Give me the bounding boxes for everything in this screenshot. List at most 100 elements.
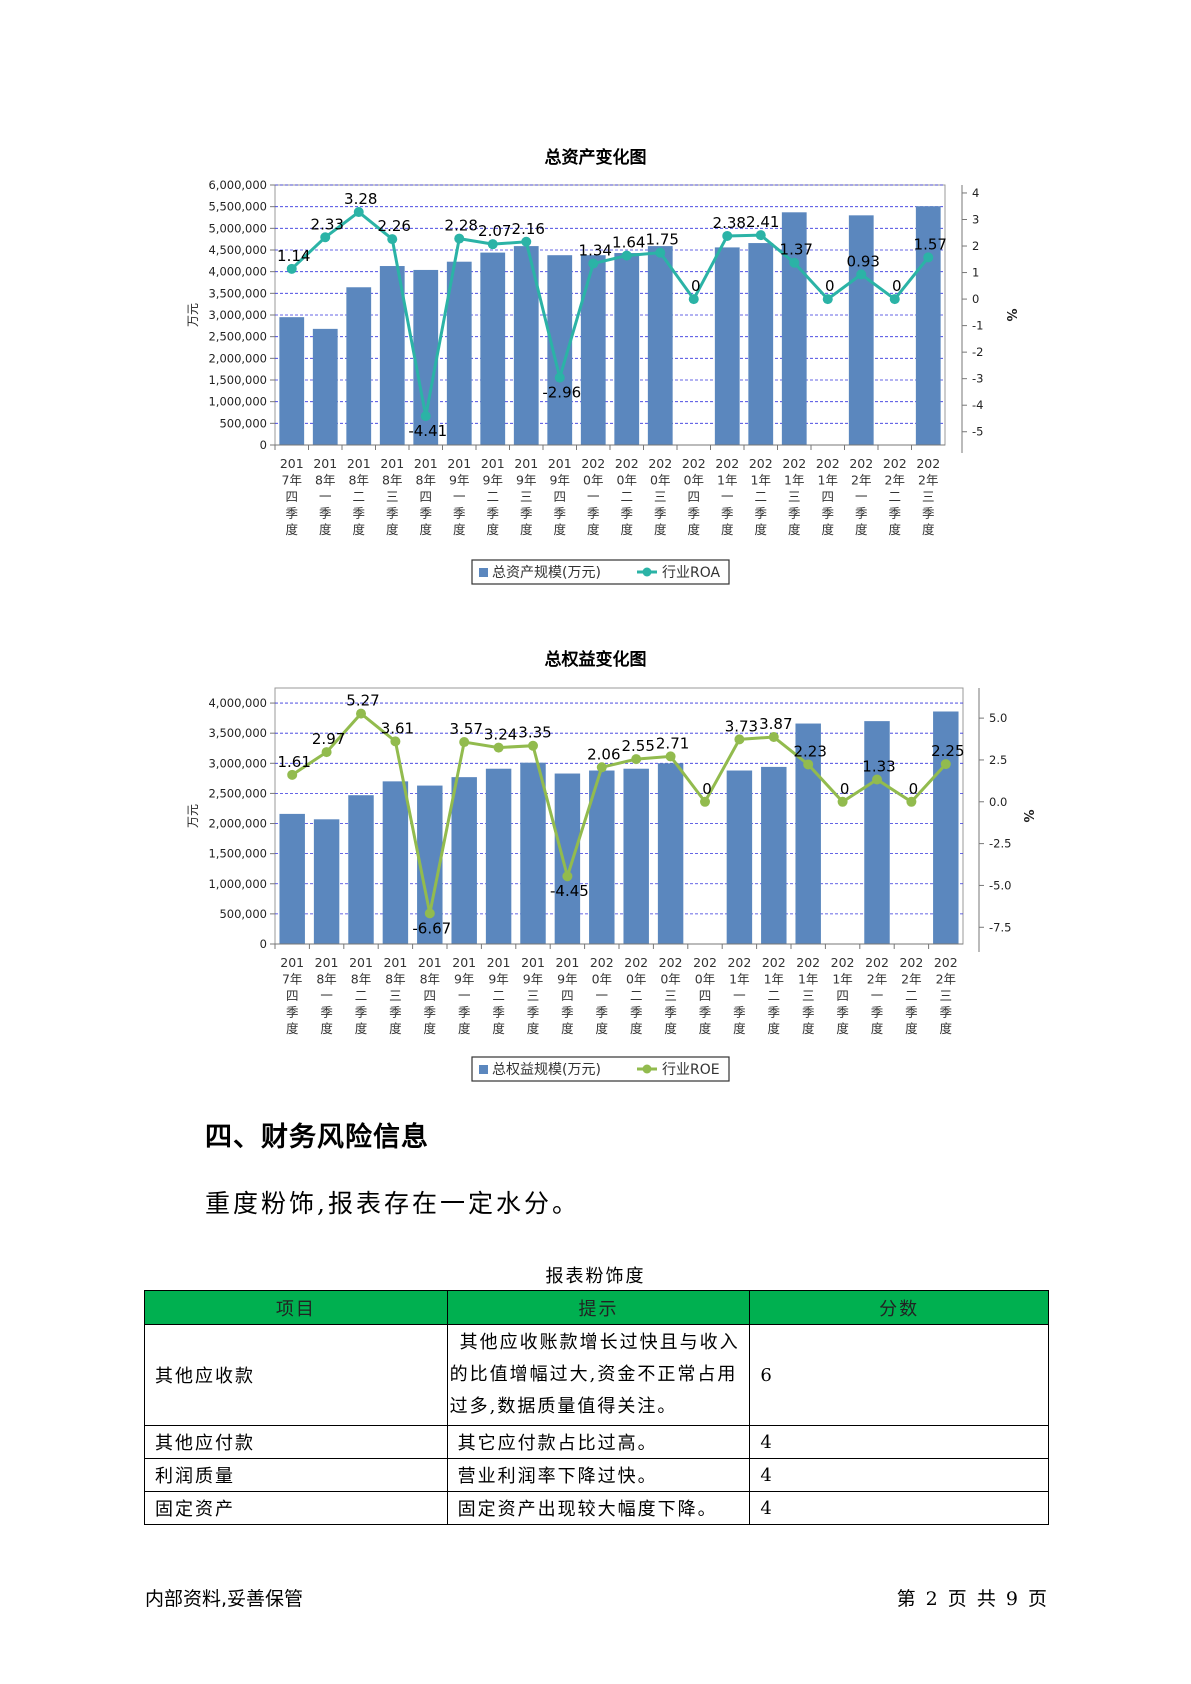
table-caption: 报表粉饰度: [545, 1266, 646, 1287]
category-label: 202 0年三季度: [659, 955, 683, 1036]
header-score: 分数: [749, 1290, 1049, 1325]
category-label: 202 2年二季度: [899, 955, 923, 1036]
left-tick-label: 500,000: [219, 416, 267, 430]
right-tick-label: -5.0: [989, 878, 1011, 892]
category-label: 202 0年三季度: [648, 456, 672, 537]
footer-confidential: 内部资料,妥善保管: [145, 1588, 304, 1610]
line-point: [755, 230, 766, 241]
data-label: -6.67: [412, 919, 451, 937]
category-label: 201 8年四季度: [418, 955, 442, 1036]
row-score: 4: [749, 1458, 1049, 1492]
line-point: [420, 411, 431, 422]
assets-chart-block: 总资产变化图 0 500,000 1,000,000 1,500,000 2,000,0…: [0, 0, 1191, 600]
bar: [382, 781, 409, 944]
data-label: 1.64: [612, 234, 645, 252]
line-point: [665, 751, 676, 762]
line-point: [493, 742, 504, 753]
line-point: [803, 759, 814, 770]
table-row: 固定资产 固定资产出现较大幅度下降。 4: [144, 1491, 1049, 1525]
right-tick-label: -2: [972, 345, 983, 359]
assets-chart: 0 500,000 1,000,000 1,500,000 2,000,000 2,500…: [186, 178, 1018, 585]
series-line: [291, 711, 947, 914]
category-label: 202 0年二季度: [615, 456, 639, 537]
bar: [726, 770, 753, 944]
category-label: 201 8年一季度: [315, 955, 339, 1036]
bar: [313, 819, 340, 944]
bar: [348, 795, 374, 944]
category-label: 202 1年三季度: [796, 955, 820, 1036]
row-score: 4: [749, 1425, 1049, 1459]
category-label: 202 1年二季度: [762, 955, 786, 1036]
bar: [485, 768, 512, 944]
line-point: [287, 769, 298, 780]
section-heading: 四、财务风险信息: [205, 1122, 429, 1153]
line-point: [789, 257, 800, 268]
legend-box: [471, 559, 730, 585]
left-tick-label: 0: [260, 438, 267, 452]
left-tick-label: 6,000,000: [208, 178, 267, 192]
row-hint: 营业利润率下降过快。: [446, 1458, 751, 1492]
line-point: [631, 754, 642, 765]
right-tick-label: 0: [972, 292, 979, 306]
category-label: 201 8年二季度: [349, 955, 373, 1036]
legend-line-marker: [642, 567, 652, 577]
bar: [480, 252, 506, 445]
right-tick-label: 3: [972, 212, 979, 226]
bar: [346, 287, 372, 445]
row-score: 6: [749, 1324, 1049, 1426]
left-tick-label: 500,000: [219, 907, 267, 921]
category-label: 201 7年四季度: [280, 456, 304, 537]
line-point: [722, 230, 733, 241]
line-point: [459, 737, 470, 748]
data-label: 1.34: [579, 242, 612, 260]
equity-chart-title: 总权益变化图: [544, 650, 647, 670]
left-tick-label: 2,500,000: [208, 330, 267, 344]
bar: [580, 255, 606, 445]
line-point: [562, 871, 573, 882]
data-label: 0: [702, 780, 712, 798]
category-label: 201 9年四季度: [555, 955, 579, 1036]
data-label: 1.33: [862, 758, 895, 776]
line-point: [487, 239, 498, 250]
legend-line-label: 行业ROA: [662, 565, 721, 581]
row-item: 其他应付款: [144, 1425, 448, 1459]
bar: [623, 768, 649, 944]
bar: [864, 721, 890, 944]
line-point: [286, 263, 297, 274]
category-label: 202 2年二季度: [883, 456, 907, 537]
line-point: [387, 234, 398, 245]
header-hint: 提示: [446, 1290, 751, 1325]
line-point: [454, 233, 465, 244]
data-label: 2.41: [746, 213, 779, 231]
bar: [312, 328, 338, 445]
left-tick-label: 1,500,000: [208, 373, 267, 387]
category-label: 201 7年四季度: [280, 955, 304, 1036]
left-tick-label: 4,000,000: [208, 696, 267, 710]
category-label: 201 9年一季度: [452, 955, 476, 1036]
footer-page-number: 第 2 页 共 9 页: [896, 1588, 1049, 1610]
category-label: 202 0年四季度: [693, 955, 717, 1036]
left-tick-label: 3,500,000: [208, 726, 267, 740]
right-tick-label: 0.0: [989, 795, 1007, 809]
data-label: -4.41: [408, 422, 447, 440]
line-point: [554, 372, 565, 383]
data-label: 1.14: [277, 247, 310, 265]
category-label: 202 0年一季度: [590, 955, 614, 1036]
line-point: [320, 232, 331, 243]
category-label: 201 8年二季度: [347, 456, 371, 537]
left-tick-label: 3,000,000: [208, 308, 267, 322]
line-point: [734, 734, 745, 745]
left-axis-title: 万元: [186, 303, 200, 327]
line-point: [356, 708, 366, 719]
line-point: [390, 736, 401, 747]
left-axis-title: 万元: [186, 804, 200, 828]
equity-chart: 0 500,000 1,000,000 1,500,000 2,000,000 2,500…: [186, 687, 1035, 1082]
left-tick-label: 5,000,000: [208, 221, 267, 235]
row-item: 利润质量: [144, 1458, 448, 1492]
line-point: [596, 762, 607, 773]
bar: [748, 243, 774, 445]
bar: [451, 777, 477, 944]
assets-chart-title: 总资产变化图: [544, 148, 647, 168]
left-tick-label: 4,500,000: [208, 243, 267, 257]
line-point: [768, 732, 779, 743]
